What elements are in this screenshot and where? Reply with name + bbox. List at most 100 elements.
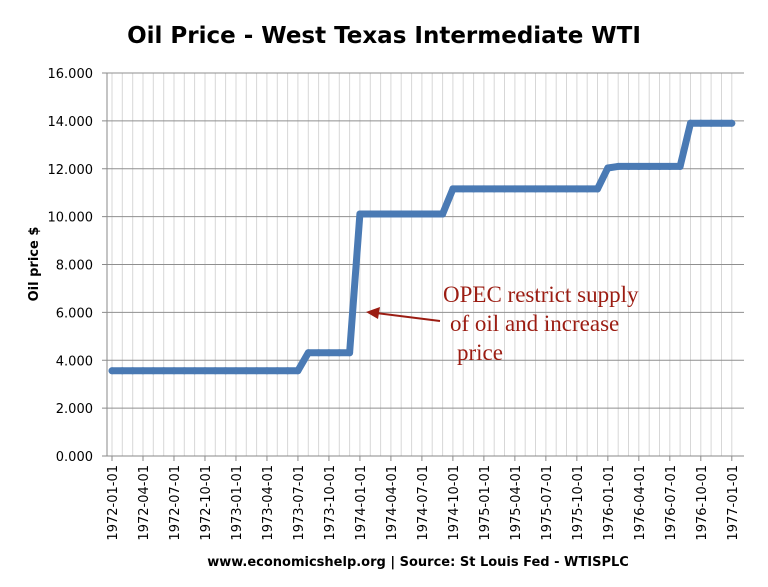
- y-tick-label: 12.000: [48, 163, 94, 178]
- x-tick-label: 1975-04-01: [509, 465, 524, 541]
- x-tick-label: 1972-01-01: [106, 465, 121, 541]
- x-tick-label: 1976-01-01: [602, 465, 617, 541]
- data-point: [222, 367, 230, 375]
- x-tick-label: 1975-01-01: [478, 465, 493, 541]
- data-point: [521, 185, 529, 193]
- y-tick-label: 4.000: [56, 354, 93, 369]
- data-point: [439, 210, 447, 218]
- data-point: [263, 367, 271, 375]
- data-point: [408, 210, 416, 218]
- data-point: [253, 367, 261, 375]
- x-tick-label: 1976-07-01: [664, 465, 679, 541]
- x-tick-label: 1977-01-01: [726, 465, 741, 541]
- annotation-line-3: price: [457, 340, 503, 365]
- data-point: [511, 185, 519, 193]
- y-tick-label: 10.000: [48, 211, 94, 226]
- data-point: [149, 367, 157, 375]
- y-tick-label: 2.000: [56, 402, 93, 417]
- data-point: [532, 185, 539, 193]
- x-tick-label: 1972-07-01: [168, 465, 183, 541]
- data-point: [180, 367, 188, 375]
- annotation-line-1: OPEC restrict supply: [443, 282, 639, 307]
- data-point: [583, 185, 591, 193]
- y-tick-label: 16.000: [48, 67, 94, 82]
- data-point: [728, 119, 736, 127]
- data-point: [335, 349, 343, 357]
- data-point: [356, 210, 364, 218]
- annotation-arrow: [375, 312, 441, 322]
- data-point: [191, 367, 199, 375]
- data-point: [294, 367, 302, 375]
- data-point: [232, 367, 240, 375]
- data-point: [501, 185, 508, 193]
- grid: [107, 72, 744, 456]
- data-point: [614, 162, 622, 170]
- data-point: [687, 119, 694, 127]
- data-point: [387, 210, 395, 218]
- x-tick-label: 1975-07-01: [540, 465, 555, 541]
- data-point: [346, 349, 354, 357]
- y-tick-label: 6.000: [56, 306, 93, 321]
- data-point: [428, 210, 436, 218]
- data-point: [325, 349, 333, 357]
- data-point: [108, 367, 116, 375]
- y-tick-label: 8.000: [56, 259, 93, 274]
- y-tick-label: 0.000: [56, 450, 93, 465]
- data-point: [490, 185, 498, 193]
- data-point: [645, 162, 653, 170]
- data-point: [242, 367, 250, 375]
- x-tick-label: 1973-04-01: [261, 465, 276, 541]
- data-point: [656, 162, 663, 170]
- x-tick-label: 1974-07-01: [416, 465, 431, 541]
- data-point: [697, 119, 705, 127]
- data-point: [718, 119, 725, 127]
- data-point: [480, 185, 488, 193]
- data-point: [284, 367, 292, 375]
- data-point: [315, 349, 323, 357]
- x-axis-ticks: 1972-01-01 1972-04-01 1972-07-01 1972-10-01…: [106, 456, 741, 541]
- data-point: [397, 210, 405, 218]
- data-point: [459, 185, 467, 193]
- annotation-arrowhead: [366, 307, 380, 319]
- data-point: [273, 367, 281, 375]
- x-tick-label: 1972-10-01: [199, 465, 214, 541]
- chart-title: Oil Price - West Texas Intermediate WTI: [127, 23, 641, 49]
- data-point: [594, 185, 601, 193]
- x-tick-label: 1975-10-01: [571, 465, 586, 541]
- data-point: [418, 210, 426, 218]
- x-tick-label: 1973-07-01: [292, 465, 307, 541]
- x-tick-label: 1974-04-01: [385, 465, 400, 541]
- data-point: [666, 162, 674, 170]
- data-point: [118, 367, 126, 375]
- data-point: [211, 367, 219, 375]
- y-axis-ticks: 0.000 2.000 4.000 6.000 8.000 10.000 12.000 14.…: [48, 67, 107, 465]
- data-point: [201, 367, 209, 375]
- data-point: [604, 164, 612, 172]
- data-point: [676, 162, 684, 170]
- data-point: [470, 185, 478, 193]
- data-point: [366, 210, 374, 218]
- x-tick-label: 1974-10-01: [447, 465, 462, 541]
- x-tick-label: 1976-04-01: [633, 465, 648, 541]
- data-point: [552, 185, 560, 193]
- annotation-line-2: of oil and increase: [450, 311, 619, 336]
- x-tick-label: 1976-10-01: [695, 465, 710, 541]
- data-point: [139, 367, 147, 375]
- series-layer: [108, 119, 736, 375]
- annotation: OPEC restrict supply of oil and increase…: [366, 282, 639, 365]
- data-point: [129, 367, 137, 375]
- x-tick-label: 1973-01-01: [230, 465, 245, 541]
- y-tick-label: 14.000: [48, 115, 94, 130]
- data-point: [449, 185, 457, 193]
- x-tick-label: 1972-04-01: [137, 465, 152, 541]
- y-axis-label: Oil price $: [27, 227, 42, 302]
- data-point: [170, 367, 178, 375]
- data-point: [563, 185, 570, 193]
- x-axis-label: www.economicshelp.org | Source: St Louis…: [207, 555, 629, 570]
- data-point: [707, 119, 715, 127]
- x-tick-label: 1974-01-01: [354, 465, 369, 541]
- data-point: [625, 162, 632, 170]
- data-point: [542, 185, 550, 193]
- data-point: [573, 185, 581, 193]
